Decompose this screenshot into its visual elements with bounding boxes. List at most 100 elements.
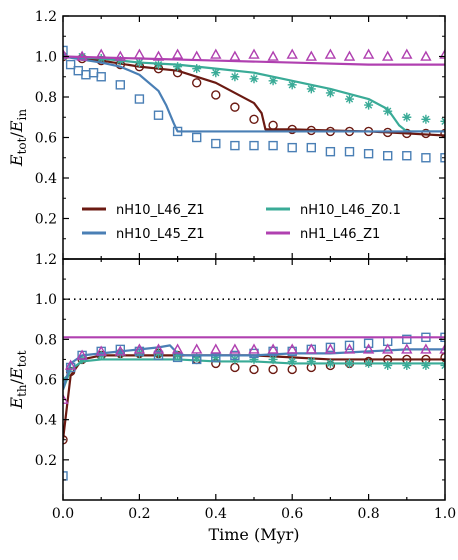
marker-triangles-nh1-l46-z1 xyxy=(229,50,241,61)
x-tick-label: 0.0 xyxy=(52,506,74,522)
marker-triangles-nh1-l46-z1 xyxy=(286,343,298,354)
x-tick-label: 0.6 xyxy=(281,506,303,522)
marker-triangles-nh1-l46-z1 xyxy=(420,50,432,61)
marker-squares-nh10-l45-z1 xyxy=(81,70,91,80)
marker-triangles-nh1-l46-z1 xyxy=(152,343,165,354)
y-tick-label: 1.0 xyxy=(35,292,57,308)
marker-triangles-nh1-l46-z1 xyxy=(362,48,375,59)
marker-stars-nh10-l46-z0-1 xyxy=(364,358,374,368)
legend-label: nH1_L46_Z1 xyxy=(300,227,380,242)
marker-triangles-nh1-l46-z1 xyxy=(114,345,126,356)
marker-triangles-nh1-l46-z1 xyxy=(171,343,184,354)
marker-stars-nh10-l46-z0-1 xyxy=(249,354,259,364)
marker-triangles-nh1-l46-z1 xyxy=(343,343,356,354)
y-tick-label: 0.4 xyxy=(35,413,57,429)
bottom-panel: 0.2 0.4 0.6 0.8 1.0 1.2 0.0 0.2 0.4 0.6 0.8 1.0 Time… xyxy=(7,252,456,544)
marker-stars-nh10-l46-z0-1 xyxy=(192,64,202,74)
y-tick-label: 0.4 xyxy=(35,171,57,187)
marker-circles-nh10-l46-z1 xyxy=(402,128,412,139)
x-tick-label: 0.8 xyxy=(357,506,379,522)
y-tick-label: 0.2 xyxy=(35,212,57,228)
marker-squares-nh10-l45-z1 xyxy=(363,338,374,349)
legend: nH10_L46_Z1 nH10_L46_Z0.1 nH10_L45_Z1 nH1_L… xyxy=(82,203,401,242)
x-tick-label: 1.0 xyxy=(434,506,456,522)
marker-squares-nh10-l45-z1 xyxy=(383,151,393,161)
marker-stars-nh10-l46-z0-1 xyxy=(421,360,431,370)
marker-triangles-nh1-l46-z1 xyxy=(152,50,165,61)
marker-stars-nh10-l46-z0-1 xyxy=(154,60,163,70)
plot-area xyxy=(63,45,445,163)
marker-squares-nh10-l45-z1 xyxy=(230,140,240,151)
marker-squares-nh10-l45-z1 xyxy=(325,342,336,353)
y-tick-label: 0.2 xyxy=(35,453,57,469)
marker-triangles-nh1-l46-z1 xyxy=(210,48,222,59)
marker-squares-nh10-l45-z1 xyxy=(191,132,202,143)
marker-triangles-nh1-l46-z1 xyxy=(191,343,203,354)
marker-stars-nh10-l46-z0-1 xyxy=(230,72,240,82)
marker-circles-nh10-l46-z1 xyxy=(249,114,259,124)
marker-squares-nh10-l45-z1 xyxy=(153,350,164,361)
y-tick-label: 0.8 xyxy=(35,332,57,348)
marker-circles-nh10-l46-z1 xyxy=(63,435,68,445)
marker-triangles-nh1-l46-z1 xyxy=(305,343,317,354)
marker-stars-nh10-l46-z0-1 xyxy=(364,100,374,110)
marker-squares-nh10-l45-z1 xyxy=(421,153,431,163)
series-line-nh1-l46-z1 xyxy=(63,55,445,66)
marker-triangles-nh1-l46-z1 xyxy=(286,48,298,59)
marker-squares-nh10-l45-z1 xyxy=(325,146,336,157)
marker-triangles-nh1-l46-z1 xyxy=(382,50,394,61)
marker-triangles-nh1-l46-z1 xyxy=(324,48,337,59)
x-tick-label: 0.4 xyxy=(205,506,227,522)
marker-squares-nh10-l45-z1 xyxy=(344,340,355,351)
marker-squares-nh10-l45-z1 xyxy=(73,65,83,76)
marker-stars-nh10-l46-z0-1 xyxy=(134,58,144,68)
marker-squares-nh10-l45-z1 xyxy=(63,471,68,481)
marker-squares-nh10-l45-z1 xyxy=(402,151,412,161)
marker-stars-nh10-l46-z0-1 xyxy=(306,84,316,94)
marker-stars-nh10-l46-z0-1 xyxy=(383,360,393,370)
marker-triangles-nh1-l46-z1 xyxy=(305,50,317,61)
marker-triangles-nh1-l46-z1 xyxy=(133,343,146,354)
marker-triangles-nh1-l46-z1 xyxy=(401,343,413,354)
marker-squares-nh10-l45-z1 xyxy=(65,59,76,70)
marker-stars-nh10-l46-z0-1 xyxy=(383,106,393,116)
marker-triangles-nh1-l46-z1 xyxy=(401,48,413,59)
marker-squares-nh10-l45-z1 xyxy=(402,334,412,345)
y-tick-label: 1.0 xyxy=(35,50,57,66)
marker-stars-nh10-l46-z0-1 xyxy=(249,74,259,84)
marker-squares-nh10-l45-z1 xyxy=(115,80,126,90)
marker-triangles-nh1-l46-z1 xyxy=(324,343,337,354)
marker-squares-nh10-l45-z1 xyxy=(230,350,240,361)
marker-stars-nh10-l46-z0-1 xyxy=(192,352,202,362)
marker-triangles-nh1-l46-z1 xyxy=(95,345,107,356)
marker-triangles-nh1-l46-z1 xyxy=(362,343,375,354)
y-axis-label: Etot/Ein xyxy=(7,109,29,167)
marker-circles-nh10-l46-z1 xyxy=(191,78,202,88)
marker-squares-nh10-l45-z1 xyxy=(440,153,445,163)
marker-triangles-nh1-l46-z1 xyxy=(267,343,279,354)
y-tick-label: 0.8 xyxy=(35,90,57,106)
marker-triangles-nh1-l46-z1 xyxy=(439,343,445,354)
marker-squares-nh10-l45-z1 xyxy=(306,142,316,153)
marker-stars-nh10-l46-z0-1 xyxy=(325,88,335,98)
marker-circles-nh10-l46-z1 xyxy=(440,352,445,363)
marker-circles-nh10-l46-z1 xyxy=(230,362,240,373)
marker-squares-nh10-l45-z1 xyxy=(88,67,99,78)
marker-stars-nh10-l46-z0-1 xyxy=(402,360,412,370)
marker-triangles-nh1-l46-z1 xyxy=(439,48,445,59)
marker-triangles-nh1-l46-z1 xyxy=(343,50,356,61)
marker-stars-nh10-l46-z0-1 xyxy=(173,350,183,360)
marker-stars-nh10-l46-z0-1 xyxy=(287,80,297,90)
marker-stars-nh10-l46-z0-1 xyxy=(268,76,278,86)
marker-stars-nh10-l46-z0-1 xyxy=(402,112,412,122)
series-line-nh10-l45-z1 xyxy=(63,55,445,133)
y-tick-label: 1.2 xyxy=(35,252,57,268)
marker-circles-nh10-l46-z1 xyxy=(230,102,240,112)
marker-triangles-nh1-l46-z1 xyxy=(171,48,184,59)
marker-circles-nh10-l46-z1 xyxy=(440,128,445,139)
marker-circles-nh10-l46-z1 xyxy=(249,364,259,375)
marker-triangles-nh1-l46-z1 xyxy=(95,48,107,59)
marker-triangles-nh1-l46-z1 xyxy=(191,50,203,61)
